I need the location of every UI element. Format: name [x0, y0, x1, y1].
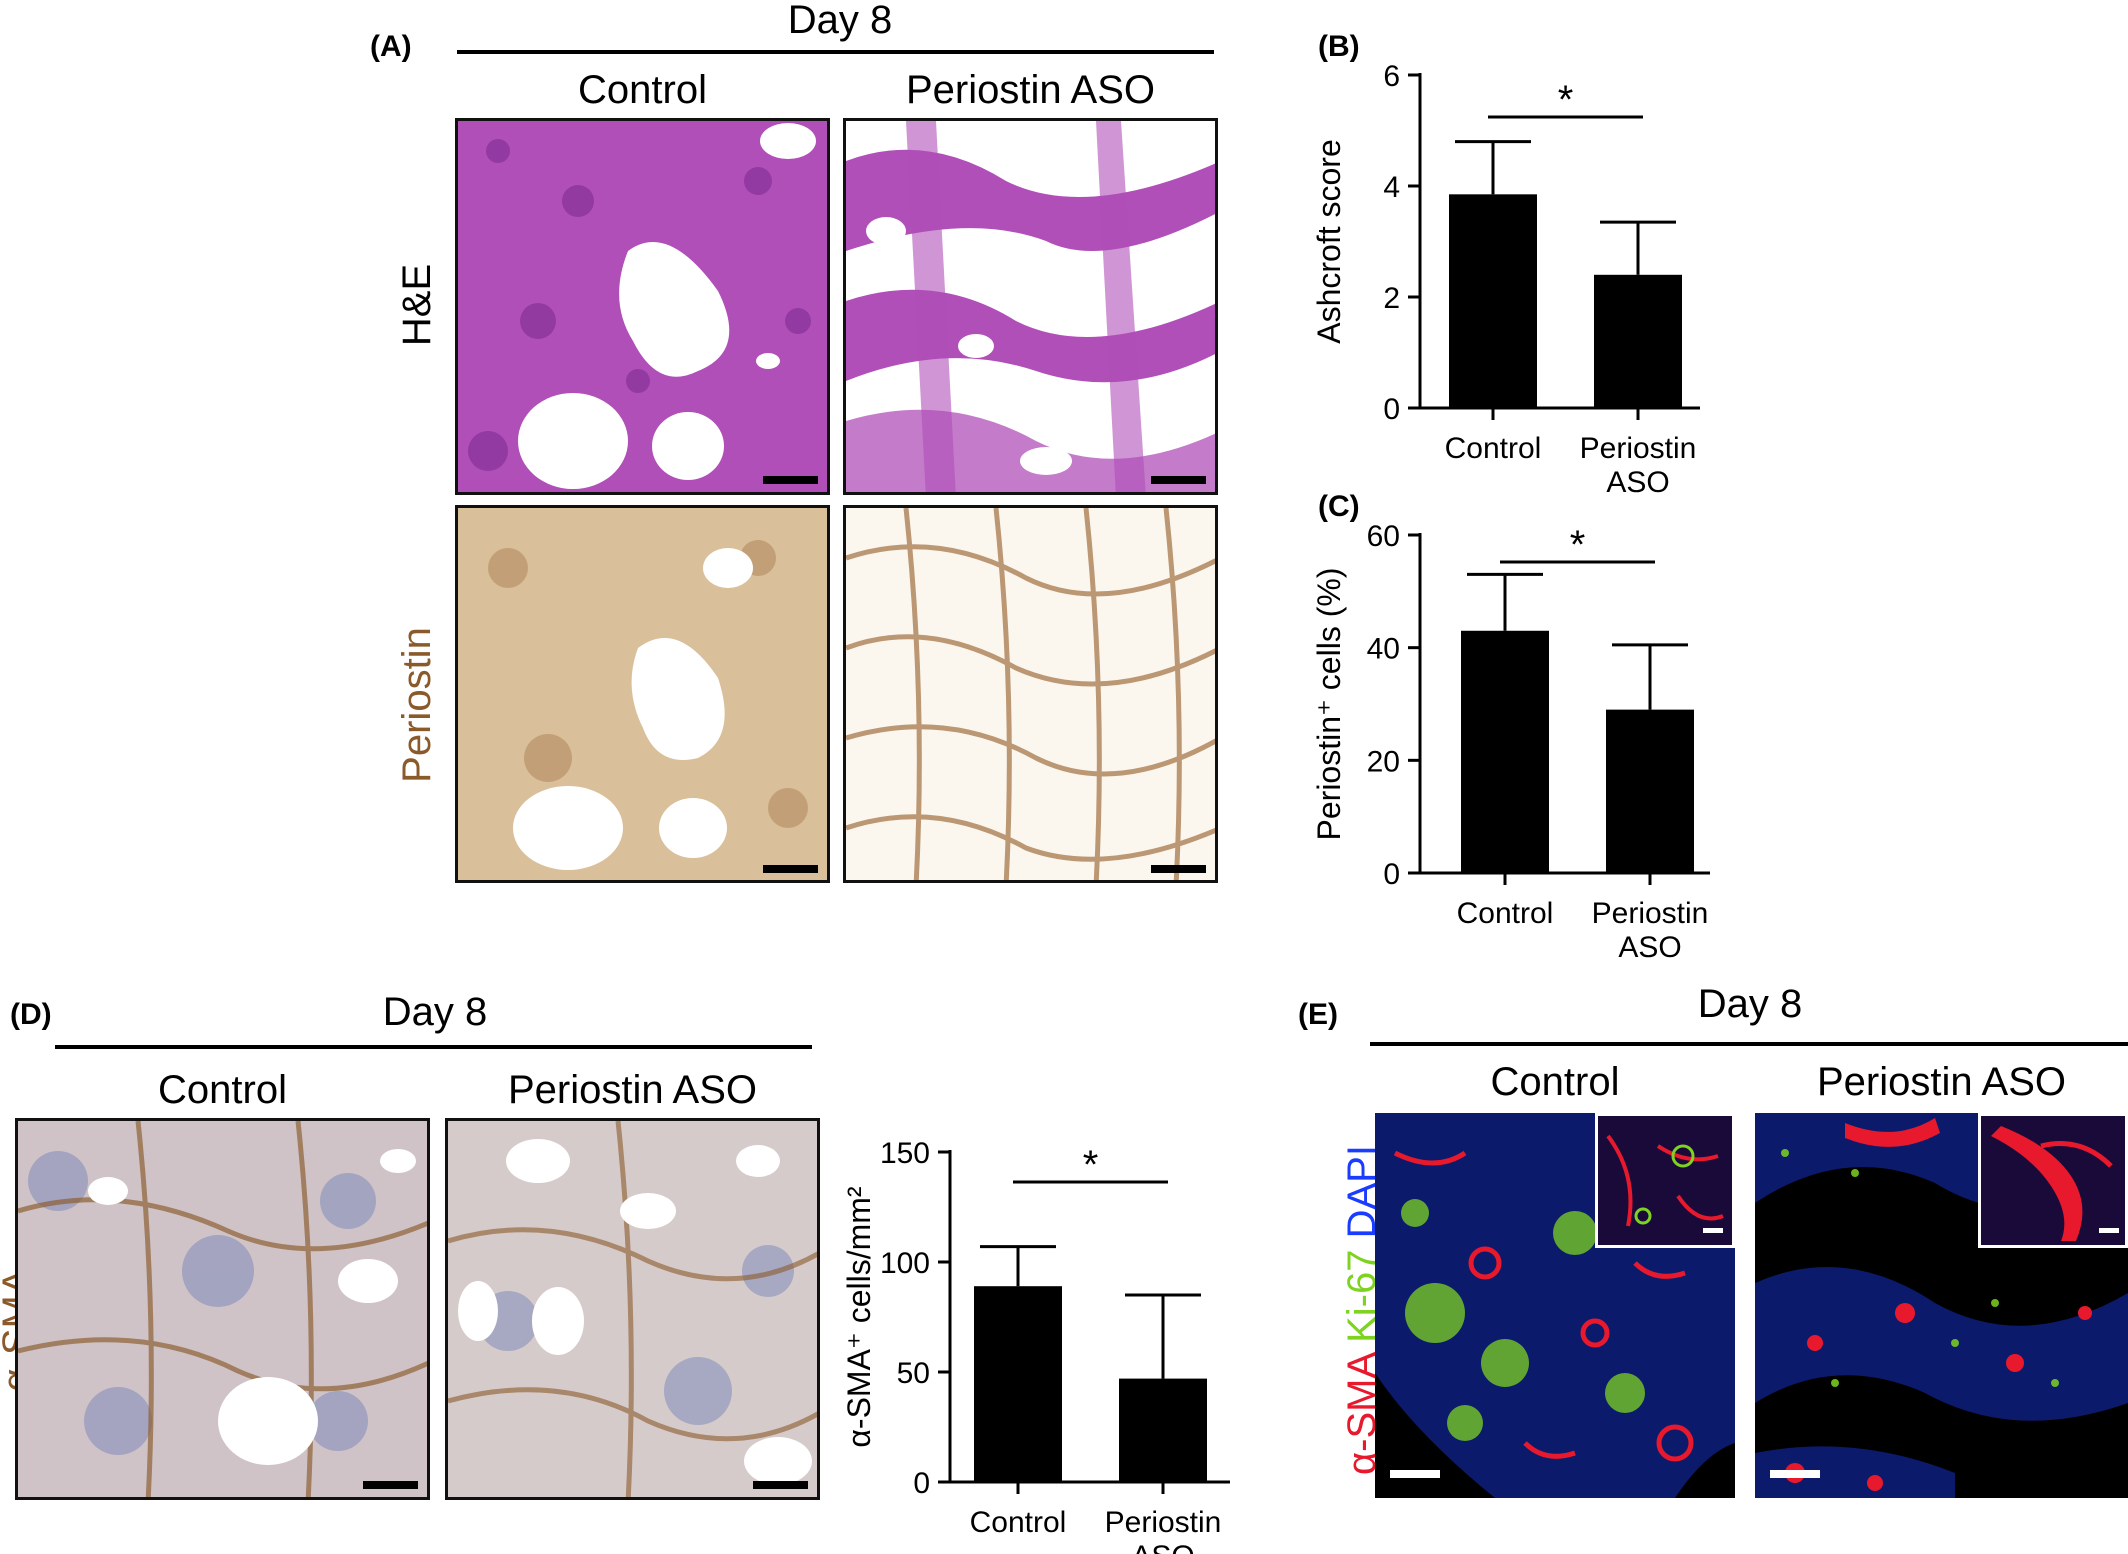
- fluo-aso-image: [1755, 1113, 2128, 1498]
- fluo-aso-inset-scalebar: [2099, 1228, 2119, 1233]
- bar: [1119, 1378, 1207, 1482]
- fluo-aso-inset: [1978, 1113, 2128, 1248]
- panel-d-rule: [55, 1045, 812, 1049]
- bar: [974, 1286, 1062, 1482]
- x-tick-label: Periostin: [1105, 1506, 1222, 1539]
- y-tick-label: 6: [1383, 60, 1400, 93]
- x-tick-label: Control: [1445, 432, 1542, 465]
- fluo-control-inset-texture: [1598, 1116, 1732, 1245]
- he-aso-scalebar: [1151, 476, 1206, 484]
- bar: [1461, 630, 1549, 873]
- he-control-texture: [458, 121, 827, 492]
- x-tick-label: Periostin: [1592, 897, 1709, 930]
- x-tick-label: ASO: [1618, 931, 1681, 964]
- significance-marker: *: [1558, 78, 1574, 122]
- x-tick-label: Periostin: [1580, 432, 1697, 465]
- bar: [1606, 709, 1694, 873]
- panel-b-letter: (B): [1318, 30, 1360, 63]
- y-tick-label: 0: [913, 1467, 930, 1500]
- fluo-control-inset: [1595, 1113, 1735, 1248]
- y-tick-label: 0: [1383, 393, 1400, 426]
- panel-e-letter: (E): [1298, 998, 1338, 1031]
- panel-d-letter: (D): [10, 998, 52, 1031]
- y-tick-label: 150: [880, 1137, 930, 1170]
- panel-a-col-aso: Periostin ASO: [905, 68, 1155, 112]
- periostin-control-image: [455, 505, 830, 883]
- y-tick-label: 2: [1383, 282, 1400, 315]
- panel-c-letter: (C): [1318, 490, 1360, 523]
- y-tick-label: 40: [1367, 633, 1400, 666]
- significance-marker: *: [1083, 1143, 1099, 1187]
- y-tick-label: 4: [1383, 171, 1400, 204]
- periostin-cells-chart: Periostin⁺ cells (%) 0 20 40 60 Control Perios…: [1311, 520, 1710, 964]
- y-axis-label: α-SMA⁺ cells/mm²: [841, 1186, 877, 1448]
- he-control-image: [455, 118, 830, 495]
- he-control-scalebar: [763, 476, 818, 484]
- he-aso-image: [843, 118, 1218, 495]
- bar: [1594, 274, 1682, 408]
- periostin-control-texture: [458, 508, 827, 880]
- y-tick-label: 60: [1367, 520, 1400, 553]
- fluo-aso-scalebar: [1770, 1470, 1820, 1478]
- periostin-aso-scalebar: [1151, 865, 1206, 873]
- panel-d-col-control: Control: [158, 1068, 287, 1112]
- bar: [1449, 194, 1537, 408]
- panel-a-letter: (A): [370, 30, 412, 63]
- fluo-aso-inset-texture: [1981, 1116, 2125, 1245]
- x-tick-label: ASO: [1131, 1540, 1194, 1554]
- panel-a-row-periostin: Periostin: [395, 627, 439, 783]
- y-tick-label: 20: [1367, 745, 1400, 778]
- periostin-control-scalebar: [763, 865, 818, 873]
- x-tick-label: ASO: [1606, 466, 1669, 499]
- fluo-control-scalebar: [1390, 1470, 1440, 1478]
- panel-d-day-title: Day 8: [382, 990, 488, 1034]
- periostin-aso-image: [843, 505, 1218, 883]
- sma-aso-scalebar: [753, 1481, 808, 1489]
- panel-a-rule: [457, 50, 1214, 54]
- panel-e-day-title: Day 8: [1697, 982, 1803, 1026]
- panel-d-col-aso: Periostin ASO: [507, 1068, 757, 1112]
- sma-control-texture: [18, 1121, 427, 1497]
- x-tick-label: Control: [970, 1506, 1067, 1539]
- y-axis-label: Periostin⁺ cells (%): [1311, 568, 1347, 841]
- y-axis-label: Ashcroft score: [1311, 139, 1347, 344]
- he-aso-texture: [846, 121, 1215, 492]
- sma-control-scalebar: [363, 1481, 418, 1489]
- panel-a-col-control: Control: [578, 68, 707, 112]
- panel-e-col-control: Control: [1490, 1060, 1620, 1104]
- y-tick-label: 0: [1383, 858, 1400, 891]
- y-tick-label: 100: [880, 1247, 930, 1280]
- x-tick-label: Control: [1457, 897, 1554, 930]
- panel-e-rule: [1370, 1042, 2128, 1046]
- y-tick-label: 50: [897, 1357, 930, 1390]
- panel-a-row-he: H&E: [395, 263, 439, 347]
- sma-control-image: [15, 1118, 430, 1500]
- panel-e-col-aso: Periostin ASO: [1816, 1060, 2066, 1104]
- significance-marker: *: [1570, 523, 1586, 567]
- sma-aso-image: [445, 1118, 820, 1500]
- fluo-control-image: [1375, 1113, 1735, 1498]
- panel-a-day-title: Day 8: [787, 0, 893, 42]
- sma-aso-texture: [448, 1121, 817, 1497]
- fluo-control-inset-scalebar: [1703, 1228, 1723, 1233]
- sma-cells-chart: α-SMA⁺ cells/mm² 0 50 100 150 Control Periosti…: [841, 1137, 1230, 1554]
- periostin-aso-texture: [846, 508, 1215, 880]
